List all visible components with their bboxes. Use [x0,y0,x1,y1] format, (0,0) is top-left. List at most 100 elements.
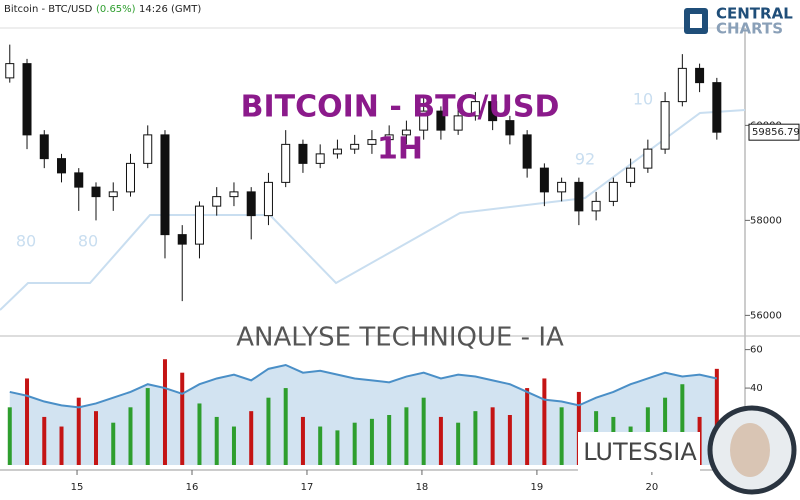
candle-body [263,181,273,217]
candle-body [470,101,480,117]
x-tick-label: 20 [646,482,659,493]
y-tick-label: 58000 [750,215,782,226]
volume-bar [456,422,461,465]
volume-bar [145,388,150,465]
candle-body [643,148,653,169]
watermark-label: 80 [16,232,36,251]
candle-body [436,110,446,131]
volume-bar [42,416,47,465]
y-tick-label: 56000 [750,310,782,321]
candle-body [522,134,532,169]
x-tick-label: 17 [301,482,314,493]
volume-bar [231,426,236,465]
logo-text: CHARTS [716,20,783,38]
watermark-label: 92 [575,150,595,169]
volume-bar [680,384,685,465]
volume-bar [352,422,357,465]
candle-body [160,134,170,236]
volume-bar [663,397,668,465]
watermark-label: 10 [633,90,653,109]
x-tick-label: 19 [531,482,544,493]
volume-bar [404,407,409,465]
volume-bar [162,359,167,465]
signature: LUTESSIA [583,438,697,466]
volume-bar [111,422,116,465]
volume-bar [559,407,564,465]
candle-body [212,196,222,207]
volume-bar [76,397,81,465]
candle-body [194,205,204,245]
candle-body [229,191,239,198]
header-time: 14:26 (GMT) [139,4,201,15]
volume-bar [714,368,719,465]
candle-body [453,115,463,131]
watermark-label: 80 [78,232,98,251]
signature-box [578,432,700,472]
volume-bar [542,378,547,465]
candle-body [660,101,670,150]
volume-bar [490,407,495,465]
candle-body [695,67,705,84]
candle-body [5,63,15,79]
volume-bar [369,418,374,465]
volume-bar [421,397,426,465]
volume-bar [25,378,30,465]
candle-body [419,110,429,131]
panel-title: ANALYSE TECHNIQUE - IA [236,323,564,353]
logo-text: CENTRAL [716,5,793,23]
volume-bar [576,391,581,465]
candle-body [591,200,601,212]
volume-bar [128,407,133,465]
volume-bar [387,415,392,465]
candle-body [367,139,377,145]
candle-body [384,134,394,141]
y-tick-label: 40 [750,383,763,394]
last-price-box [748,123,800,141]
candle-body [246,191,256,217]
volume-bar [300,416,305,465]
chart-subtitle: 1H [377,132,423,167]
volume-bar [283,388,288,465]
watermark-line [0,109,746,311]
candle-body [91,186,101,198]
candle-body [22,63,32,136]
volume-bar [525,388,530,465]
volume-bar [180,372,185,465]
oscillator-line [9,363,718,409]
candle-body [626,167,636,183]
candle-body [108,191,118,198]
header-title: Bitcoin - BTC/USD [4,4,93,15]
volume-bar [7,407,12,465]
candle-body [350,143,360,150]
candle-body [539,167,549,193]
header-change: (0.65%) [96,4,136,15]
y-tick-label: 60 [750,345,763,356]
candle-body [332,148,342,155]
candle-body [298,143,308,164]
candle-body [315,153,325,164]
avatar-face [730,423,770,477]
candle-body [608,181,618,202]
candle-body [557,181,567,193]
volume-bar [93,411,98,465]
volume-bar [249,411,254,465]
chart-title: BITCOIN - BTC/USD [241,90,560,125]
candle-body [505,120,515,136]
volume-bar [335,430,340,465]
candle-body [401,129,411,136]
candle-body [177,234,187,245]
volume-bar [318,426,323,465]
x-tick-label: 16 [186,482,199,493]
candle-body [281,143,291,183]
candle-body [712,82,722,133]
candle-body [57,158,67,174]
volume-bar [438,416,443,465]
candle-body [677,67,687,103]
volume-bar [59,426,64,465]
logo-icon [690,14,702,28]
volume-bar [214,416,219,465]
candle-body [74,172,84,188]
x-tick-label: 18 [416,482,429,493]
x-tick-label: 15 [71,482,84,493]
candle-body [574,181,584,212]
